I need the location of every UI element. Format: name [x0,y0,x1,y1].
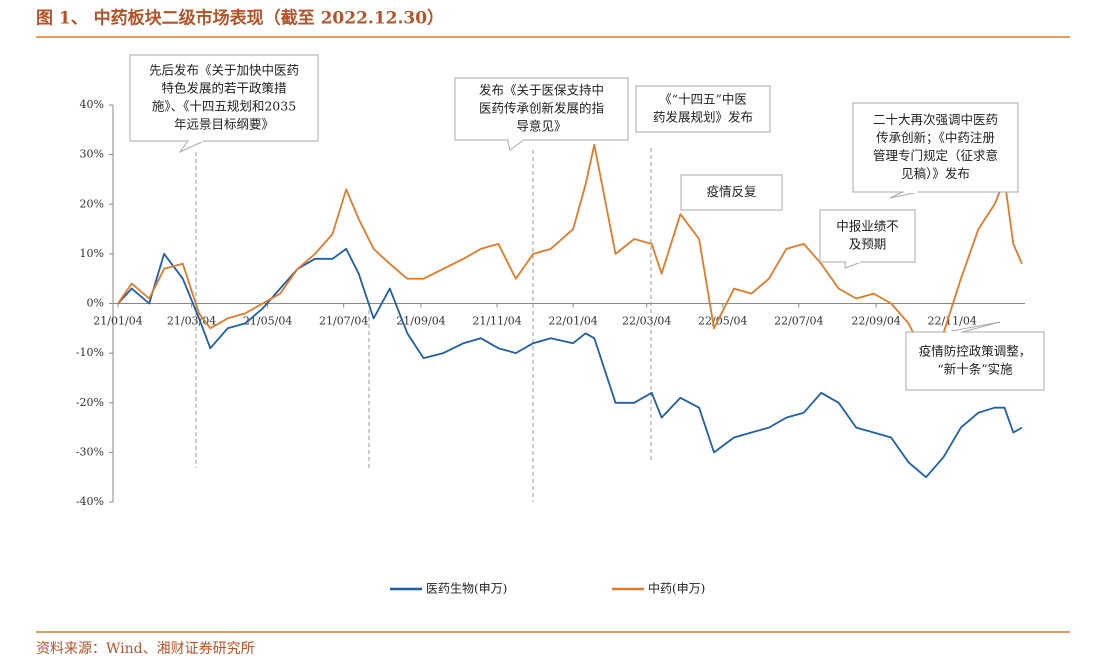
annotation-box [852,102,1019,193]
x-tick-label: 21/05/04 [243,315,292,328]
y-tick-label: 30% [80,148,104,161]
annotation-text: 中报业绩不 [836,219,899,234]
chart-title: 图 1、 中药板块二级市场表现（截至 2022.12.30） [36,8,444,29]
legend-label: 中药(申万) [648,581,705,596]
annotation-box [819,209,916,263]
annotation-text: 施》、《十四五规划和2035 [152,99,296,114]
annotation-box [635,85,771,133]
annotation-text: 疫情反复 [706,184,757,199]
y-tick-label: 40% [80,98,104,111]
annotation-box [905,331,1045,391]
annotation-text: 管理专门规定（征求意 [873,148,998,163]
y-tick-label: -40% [76,495,104,508]
y-tick-label: 10% [80,247,104,260]
annotation-text: 疫情防控政策调整， [919,344,1032,359]
callout-pointer [506,139,526,151]
x-tick-label: 22/03/04 [622,315,671,328]
legend-label: 医药生物(申万) [426,582,507,596]
x-tick-label: 21/07/04 [319,315,368,328]
annotation-text: 先后发布《关于加快中医药 [149,63,299,78]
series-line [117,143,1023,359]
annotation-text: 药发展规划》发布 [653,110,753,125]
annotation-box [129,54,319,142]
callout-pointer [178,140,205,154]
annotation-text: 传承创新；《中药注册 [876,130,995,145]
annotation-text: 年远景目标纲要》 [174,117,274,132]
y-tick-label: 20% [80,197,104,210]
annotation-text: 医药传承创新发展的指 [479,101,604,116]
annotation-text: 及预期 [849,237,887,252]
x-tick-label: 21/01/04 [93,315,142,328]
annotation-text: “新十条”实施 [937,362,1013,377]
x-tick-label: 21/03/04 [167,315,216,328]
y-tick-label: 0% [87,297,104,310]
x-tick-label: 22/11/04 [927,315,976,328]
annotation-text: 发布《关于医保支持中 [479,83,604,98]
annotation-text: 二十大再次强调中医药 [873,112,998,127]
x-tick-label: 22/07/04 [774,315,823,328]
x-tick-label: 22/05/04 [698,315,747,328]
x-tick-label: 21/11/04 [472,315,521,328]
annotation-text: 见稿）》发布 [901,166,970,181]
annotation-text: 《“十四五”中医 [659,92,747,107]
x-tick-label: 22/09/04 [851,315,900,328]
series-line [117,248,1023,479]
x-tick-label: 22/01/04 [548,315,597,328]
y-tick-label: -10% [76,346,104,359]
annotation-text: 特色发展的若干政策措 [161,81,286,96]
y-tick-label: -20% [76,396,104,409]
annotation-text: 导意见》 [516,119,566,134]
annotation-box [680,174,783,211]
annotation-box [454,77,629,141]
y-tick-label: -30% [76,445,104,458]
x-tick-label: 21/09/04 [396,315,445,328]
source-note: 资料来源：Wind、湘财证券研究所 [36,641,255,657]
